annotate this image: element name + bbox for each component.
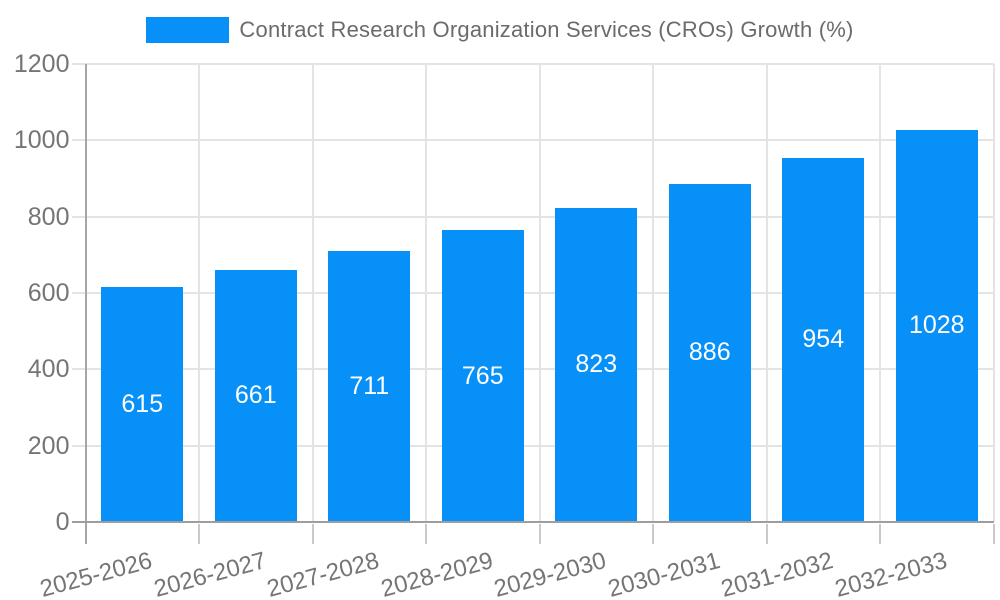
- x-tick-mark: [311, 524, 314, 544]
- bar[interactable]: 823: [555, 207, 638, 522]
- y-tick-label: 600: [27, 279, 70, 307]
- x-gridline: [538, 64, 541, 522]
- y-gridline: [71, 444, 994, 447]
- bar[interactable]: 711: [328, 250, 411, 522]
- x-tick-mark: [652, 524, 654, 544]
- y-tick-label: 400: [27, 355, 70, 384]
- bar[interactable]: 615: [101, 287, 184, 522]
- x-tick-mark: [425, 524, 427, 544]
- x-gridline: [425, 64, 427, 522]
- bar[interactable]: 954: [782, 157, 865, 522]
- x-tick-mark: [765, 524, 768, 544]
- bar-value-label: 823: [575, 350, 618, 379]
- y-gridline: [71, 292, 994, 294]
- bar-value-label: 886: [688, 338, 731, 367]
- bar-value-label: 954: [802, 325, 845, 354]
- bar-value-label: 661: [234, 381, 277, 410]
- x-tick-mark: [879, 524, 881, 544]
- x-gridline: [198, 64, 200, 522]
- x-gridline: [765, 64, 768, 522]
- bar-value-label: 711: [349, 371, 390, 400]
- x-gridline: [992, 64, 995, 522]
- y-tick-label: 0: [55, 508, 70, 536]
- plot-area: 0 200 400 600 800 1000 1200 615 661 711 765 823 886 9…: [14, 50, 995, 600]
- y-tick-label: 200: [27, 431, 70, 460]
- x-gridline: [879, 64, 881, 522]
- y-gridline: [71, 139, 994, 142]
- y-gridline: [71, 368, 994, 371]
- x-tick-mark: [538, 524, 541, 544]
- bar-value-label: 765: [461, 361, 504, 390]
- y-axis-line: [84, 64, 87, 544]
- x-gridline: [652, 64, 654, 522]
- bar[interactable]: 661: [214, 269, 297, 522]
- x-axis-line: [71, 521, 994, 523]
- y-tick-label: 1000: [13, 126, 70, 155]
- y-tick-label: 800: [27, 202, 70, 231]
- legend: Contract Research Organization Services …: [0, 17, 1000, 43]
- x-gridline: [311, 64, 314, 522]
- x-tick-mark: [992, 524, 995, 544]
- y-gridline: [71, 215, 994, 218]
- bar-value-label: 615: [121, 390, 164, 419]
- legend-label: Contract Research Organization Services …: [239, 17, 854, 42]
- bar[interactable]: 1028: [895, 129, 978, 522]
- x-tick-mark: [198, 524, 200, 544]
- bar-value-label: 1028: [908, 311, 965, 340]
- y-gridline: [71, 63, 994, 65]
- bar[interactable]: 886: [668, 183, 751, 522]
- legend-swatch: [146, 17, 230, 43]
- bar[interactable]: 765: [441, 230, 524, 522]
- y-tick-label: 1200: [13, 50, 70, 78]
